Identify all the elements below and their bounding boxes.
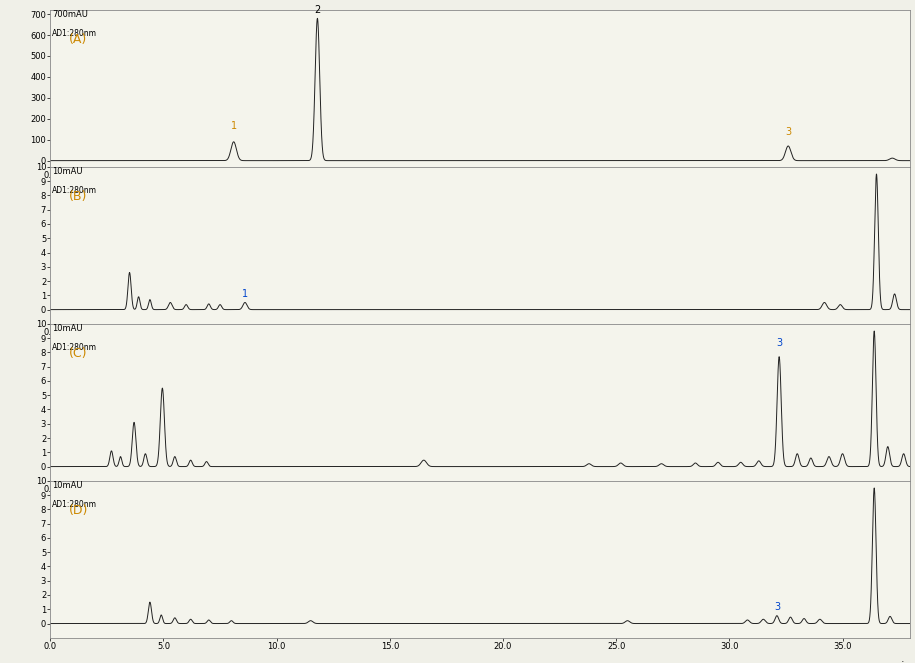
Text: 1: 1 [231, 121, 237, 131]
Text: (B): (B) [70, 190, 88, 204]
Text: 1: 1 [242, 289, 248, 299]
Text: 3: 3 [776, 338, 782, 348]
Text: AD1:280nm: AD1:280nm [52, 186, 97, 195]
Text: (A): (A) [70, 34, 88, 46]
Text: AD1:280nm: AD1:280nm [52, 29, 97, 38]
Text: 10mAU: 10mAU [52, 324, 82, 333]
Text: 700mAU: 700mAU [52, 10, 88, 19]
Text: (C): (C) [70, 347, 88, 361]
Text: 10mAU: 10mAU [52, 481, 82, 490]
Text: 2: 2 [314, 5, 320, 15]
Text: AD1:280nm: AD1:280nm [52, 343, 97, 351]
Text: (D): (D) [70, 505, 89, 517]
Text: 3: 3 [785, 127, 791, 137]
Text: min: min [892, 662, 910, 663]
Text: AD1:280nm: AD1:280nm [52, 500, 97, 509]
Text: 3: 3 [774, 602, 780, 612]
Text: 10mAU: 10mAU [52, 167, 82, 176]
